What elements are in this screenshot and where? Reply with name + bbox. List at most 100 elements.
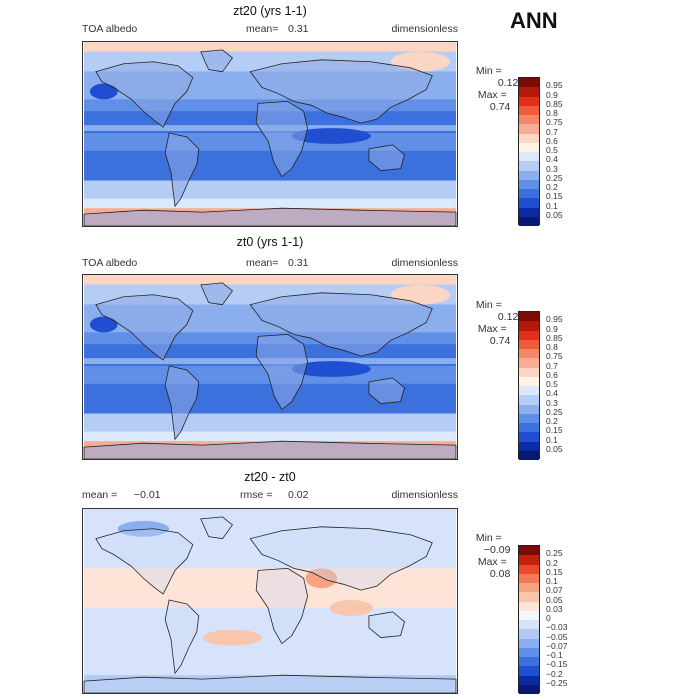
colorbar-tick-label: 0.8 (546, 108, 558, 118)
panel2-units: dimensionless (391, 257, 458, 269)
colorbar-swatch (519, 555, 539, 565)
colorbar-tick-label: 0.9 (546, 89, 558, 100)
panel2-map (82, 274, 458, 460)
panel3-minmax: Min = −0.09 Max = 0.08 (470, 520, 511, 580)
panel2-mean-value: 0.31 (288, 257, 309, 269)
colorbar-swatch (519, 450, 539, 460)
panel1-max-value: 0.74 (489, 101, 511, 113)
colorbar-swatch (519, 133, 539, 143)
colorbar-swatch (519, 573, 539, 583)
panel2-min-label: Min = (475, 299, 502, 311)
colorbar-swatch (519, 592, 539, 602)
panel1-max-label: Max = (477, 89, 507, 101)
colorbar-tick-label: 0.03 (546, 603, 563, 614)
panel2-max-value: 0.74 (489, 335, 511, 347)
colorbar-tick-label: 0.25 (546, 172, 563, 183)
panel1-min-label: Min = (475, 65, 502, 77)
colorbar-tick-label: 0.15 (546, 191, 563, 202)
panel1-min-value: 0.12 (497, 77, 519, 89)
colorbar-swatch (519, 339, 539, 349)
colorbar-swatch (519, 432, 539, 442)
colorbar-tick-label: 0.25 (546, 548, 563, 559)
colorbar-tick-label: 0.6 (546, 135, 558, 146)
colorbar-swatch (519, 441, 539, 451)
panel2-min-value: 0.12 (497, 311, 519, 323)
panel2-title: zt0 (yrs 1-1) (236, 235, 304, 249)
colorbar-tick-label: −0.07 (546, 640, 568, 651)
colorbar-swatch (519, 358, 539, 368)
colorbar-swatch (519, 207, 539, 217)
colorbar-tick-label: −0.05 (546, 631, 568, 642)
colorbar-tick-label: −0.25 (546, 677, 568, 688)
colorbar-swatch (519, 367, 539, 377)
panel3-max-value: 0.08 (489, 568, 511, 580)
colorbar-swatch (519, 684, 539, 694)
colorbar-tick-label: 0.05 (546, 594, 563, 605)
colorbar-tick-label: −0.2 (546, 668, 563, 679)
colorbar-swatch (519, 142, 539, 152)
colorbar-swatch (519, 152, 539, 162)
colorbar-tick-label: 0.8 (546, 342, 558, 352)
colorbar-tick-label: 0.1 (546, 434, 558, 445)
colorbar-tick-label: 0.9 (546, 323, 558, 334)
colorbar-tick-label: 0.1 (546, 576, 558, 586)
panel3-mean-value: −0.01 (134, 489, 161, 501)
panel2-minmax: Min = 0.12 Max = 0.74 (470, 287, 518, 347)
map-canvas (83, 42, 457, 226)
panel1-mean-value: 0.31 (288, 23, 309, 35)
colorbar-swatch (519, 666, 539, 676)
panel3-units: dimensionless (391, 489, 458, 501)
colorbar-tick-label: 0.3 (546, 397, 558, 408)
season-label: ANN (510, 8, 558, 33)
colorbar-swatch (519, 610, 539, 620)
colorbar-tick-label: 0.5 (546, 145, 558, 155)
colorbar-swatch (519, 189, 539, 199)
panel1-minmax: Min = 0.12 Max = 0.74 (470, 53, 518, 113)
colorbar-swatch (519, 216, 539, 226)
map-canvas (83, 509, 457, 693)
colorbar-swatch (519, 564, 539, 574)
panel3-min-label: Min = (475, 532, 502, 544)
colorbar-swatch (519, 629, 539, 639)
colorbar-tick-label: 0.7 (546, 360, 558, 371)
colorbar-swatch (519, 87, 539, 97)
colorbar-tick-label: 0.07 (546, 585, 563, 596)
colorbar-tick-label: 0.2 (546, 416, 558, 426)
colorbar-swatch (519, 78, 539, 88)
panel2-variable: TOA albedo (82, 257, 138, 269)
colorbar-swatch (519, 312, 539, 322)
colorbar-tick-label: 0.05 (546, 443, 563, 454)
colorbar-tick-label: 0.15 (546, 566, 563, 577)
colorbar-swatch (519, 179, 539, 189)
colorbar-swatch (519, 96, 539, 106)
panel3-mean-label: mean = (82, 489, 118, 501)
panel1-mean-label: mean= (246, 23, 279, 35)
colorbar-tick-label: 0.6 (546, 369, 558, 380)
colorbar-swatch (519, 675, 539, 685)
colorbar-swatch (519, 647, 539, 657)
colorbar-swatch (519, 376, 539, 386)
colorbar-swatch (519, 161, 539, 171)
colorbar-swatch (519, 105, 539, 115)
panel3-max-label: Max = (477, 556, 507, 568)
colorbar-swatch (519, 395, 539, 405)
colorbar-tick-label: −0.1 (546, 650, 563, 660)
colorbar-swatch (519, 404, 539, 414)
panel2-colorbar (518, 311, 540, 460)
colorbar-swatch (519, 546, 539, 556)
panel3-map (82, 508, 458, 694)
colorbar-tick-label: 0.95 (546, 314, 563, 325)
colorbar-tick-label: −0.03 (546, 622, 568, 633)
colorbar-tick-label: 0.05 (546, 209, 563, 220)
colorbar-swatch (519, 115, 539, 125)
panel1-variable: TOA albedo (82, 23, 138, 35)
colorbar-swatch (519, 198, 539, 208)
panel1-colorbar (518, 77, 540, 226)
panel3-colorbar (518, 545, 540, 694)
colorbar-tick-label: 0.85 (546, 98, 563, 109)
colorbar-tick-label: 0.3 (546, 163, 558, 174)
colorbar-tick-label: 0.5 (546, 379, 558, 389)
colorbar-swatch (519, 330, 539, 340)
colorbar-swatch (519, 583, 539, 593)
colorbar-swatch (519, 423, 539, 433)
